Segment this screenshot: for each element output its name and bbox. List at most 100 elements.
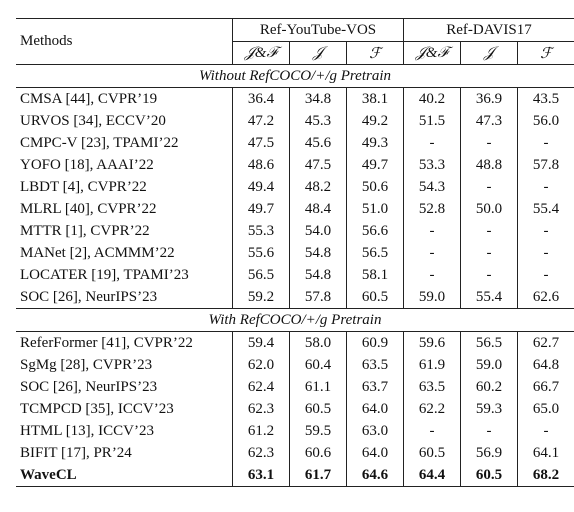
header-row: Methods Ref-YouTube-VOS Ref-DAVIS17 [16, 18, 574, 49]
value-cell: 60.6 [289, 442, 347, 464]
section-title: Without RefCOCO/+/g Pretrain [16, 64, 574, 88]
value-cell: 64.8 [517, 354, 574, 376]
table-row: ReferFormer [41], CVPR’22 59.4 58.0 60.9 59.… [16, 331, 574, 354]
value-cell: 55.4 [460, 286, 518, 309]
value-cell: 56.9 [460, 442, 518, 464]
section-row: With RefCOCO/+/g Pretrain [16, 308, 574, 332]
value-cell: - [517, 242, 574, 264]
value-cell: 55.3 [232, 220, 290, 242]
table-row: BIFIT [17], PR’24 62.3 60.6 64.0 60.5 56.9 64.… [16, 442, 574, 464]
value-cell: 36.4 [232, 87, 290, 110]
value-cell: 62.0 [232, 354, 290, 376]
value-cell: - [517, 176, 574, 198]
value-cell: 62.4 [232, 376, 290, 398]
value-cell: 47.3 [460, 110, 518, 132]
value-cell: 60.5 [289, 398, 347, 420]
method-cell: MLRL [40], CVPR’22 [20, 200, 157, 217]
value-cell: 57.8 [289, 286, 347, 309]
method-cell: LOCATER [19], TPAMI’23 [20, 266, 189, 283]
value-cell: 54.8 [289, 264, 347, 286]
value-cell: 43.5 [517, 87, 574, 110]
method-cell: CMSA [44], CVPR’19 [20, 90, 158, 107]
value-cell: 49.2 [346, 110, 404, 132]
method-cell: TCMPCD [35], ICCV’23 [20, 400, 174, 417]
value-cell: 54.8 [289, 242, 347, 264]
value-cell: 54.0 [289, 220, 347, 242]
group-header: Ref-YouTube-VOS [232, 18, 404, 42]
method-cell: HTML [13], ICCV’23 [20, 422, 155, 439]
group-header: Ref-DAVIS17 [403, 18, 574, 42]
value-cell: 52.8 [403, 198, 461, 220]
value-cell: - [403, 132, 461, 154]
value-cell: 45.3 [289, 110, 347, 132]
method-cell: ReferFormer [41], CVPR’22 [20, 334, 193, 351]
value-cell: - [460, 220, 518, 242]
value-cell: 66.7 [517, 376, 574, 398]
value-cell: 60.2 [460, 376, 518, 398]
section-title: With RefCOCO/+/g Pretrain [16, 308, 574, 332]
method-cell: LBDT [4], CVPR’22 [20, 178, 147, 195]
value-cell: 34.8 [289, 87, 347, 110]
section-row: Without RefCOCO/+/g Pretrain [16, 64, 574, 88]
table-row: LOCATER [19], TPAMI’23 56.5 54.8 58.1- - - [16, 264, 574, 286]
value-cell: 56.5 [232, 264, 290, 286]
table-row: YOFO [18], AAAI’22 48.6 47.5 49.7 53.3 48.8 57… [16, 154, 574, 176]
method-cell: SOC [26], NeurIPS’23 [20, 378, 158, 395]
value-cell: 63.7 [346, 376, 404, 398]
method-cell: SOC [26], NeurIPS’23 [20, 288, 158, 305]
value-cell: 59.6 [403, 331, 461, 354]
value-cell: - [517, 264, 574, 286]
metric-header: ℱ [346, 41, 404, 65]
method-cell: YOFO [18], AAAI’22 [20, 156, 154, 173]
value-cell: 61.2 [232, 420, 290, 442]
value-cell: 40.2 [403, 87, 461, 110]
value-cell: 57.8 [517, 154, 574, 176]
method-cell: SgMg [28], CVPR’23 [20, 356, 153, 373]
value-cell: 61.9 [403, 354, 461, 376]
metric-header: 𝒥 [289, 41, 347, 65]
value-cell: 62.2 [403, 398, 461, 420]
value-cell: 36.9 [460, 87, 518, 110]
value-cell: 65.0 [517, 398, 574, 420]
value-cell: 59.2 [232, 286, 290, 309]
method-cell: URVOS [34], ECCV’20 [20, 112, 166, 129]
value-cell: 53.3 [403, 154, 461, 176]
value-cell: - [460, 264, 518, 286]
value-cell: 62.3 [232, 442, 290, 464]
value-cell: 60.5 [403, 442, 461, 464]
value-cell: - [460, 242, 518, 264]
value-cell: 56.5 [346, 242, 404, 264]
method-cell: CMPC-V [23], TPAMI’22 [20, 134, 179, 151]
value-cell: 63.0 [346, 420, 404, 442]
method-cell: WaveCL [20, 466, 77, 483]
value-cell: 63.1 [232, 464, 290, 487]
value-cell: 59.4 [232, 331, 290, 354]
value-cell: 58.1 [346, 264, 404, 286]
value-cell: 47.5 [289, 154, 347, 176]
table-row: LBDT [4], CVPR’22 49.4 48.2 50.6 54.3- - [16, 176, 574, 198]
value-cell: 54.3 [403, 176, 461, 198]
value-cell: 51.0 [346, 198, 404, 220]
value-cell: 56.0 [517, 110, 574, 132]
value-cell: 55.4 [517, 198, 574, 220]
table-row: WaveCL 63.1 61.7 64.6 64.4 60.5 68.2 [16, 464, 574, 487]
value-cell: - [460, 420, 518, 442]
method-cell: MANet [2], ACMMM’22 [20, 244, 175, 261]
value-cell: - [460, 132, 518, 154]
value-cell: 49.3 [346, 132, 404, 154]
value-cell: 62.3 [232, 398, 290, 420]
value-cell: - [517, 420, 574, 442]
value-cell: - [460, 176, 518, 198]
value-cell: 61.7 [289, 464, 347, 487]
value-cell: 59.3 [460, 398, 518, 420]
value-cell: 63.5 [346, 354, 404, 376]
table-row: CMSA [44], CVPR’19 36.4 34.8 38.1 40.2 36.9 43… [16, 87, 574, 110]
table-row: SOC [26], NeurIPS’23 62.4 61.1 63.7 63.5 60.2… [16, 376, 574, 398]
table-row: SOC [26], NeurIPS’23 59.2 57.8 60.5 59.0 55.4… [16, 286, 574, 309]
value-cell: 50.6 [346, 176, 404, 198]
method-cell: BIFIT [17], PR’24 [20, 444, 132, 461]
value-cell: 61.1 [289, 376, 347, 398]
value-cell: - [403, 420, 461, 442]
value-cell: 55.6 [232, 242, 290, 264]
metric-header: 𝒥&ℱ [232, 41, 290, 65]
